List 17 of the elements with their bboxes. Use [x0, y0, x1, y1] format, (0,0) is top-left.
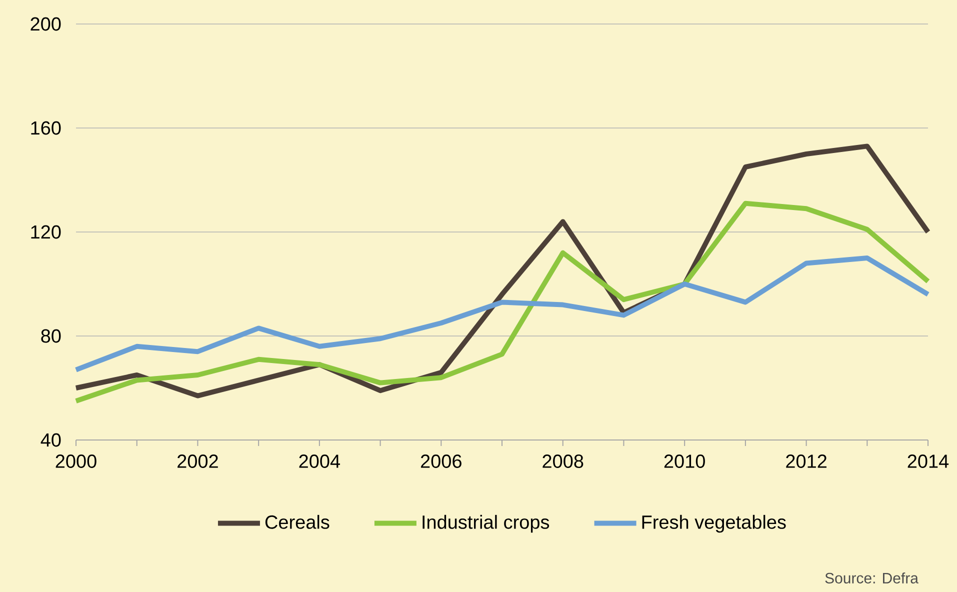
x-tick-label: 2000 [56, 454, 96, 468]
x-tick-label: 2010 [664, 454, 705, 468]
y-tick-label: 160 [31, 121, 61, 135]
x-tick-label: 2002 [178, 454, 218, 468]
x-tick-label: 2008 [542, 454, 584, 468]
x-tick-label: 2012 [786, 454, 826, 468]
y-tick-label: 200 [30, 17, 61, 31]
source-note: Source: Defra [825, 572, 918, 584]
legend-label: Cereals [265, 514, 330, 529]
y-tick-label: 120 [31, 225, 61, 239]
x-tick-label: 2004 [299, 454, 340, 468]
y-tick-label: 40 [40, 433, 61, 447]
legend-label: Industrial crops [422, 514, 550, 533]
y-tick-label: 80 [41, 329, 61, 343]
x-tick-label: 2014 [908, 454, 949, 468]
x-tick-label: 2006 [420, 454, 462, 468]
legend-label: Fresh vegetables [642, 514, 786, 533]
